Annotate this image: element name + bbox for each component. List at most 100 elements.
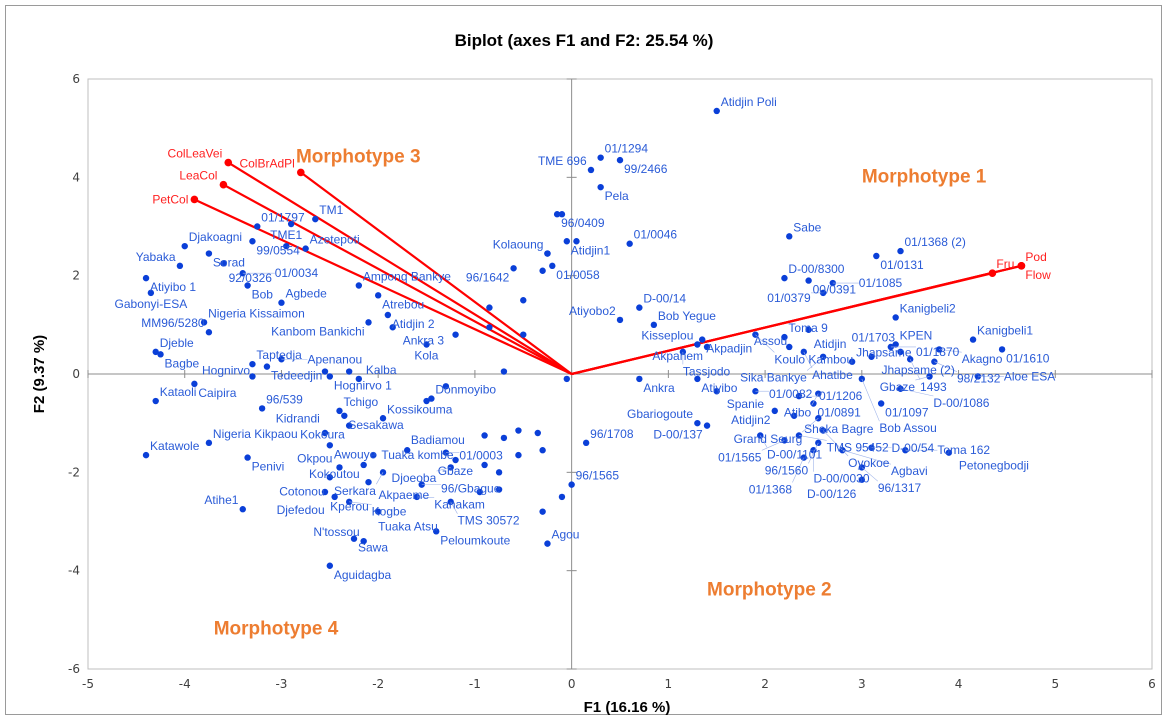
observation-point bbox=[568, 481, 575, 488]
observation-label: Atiyibo bbox=[701, 381, 737, 395]
observation-label: Atidjin Poli bbox=[721, 95, 777, 109]
label-leader-line bbox=[806, 356, 824, 371]
label-leader-line bbox=[450, 501, 458, 514]
x-tick-label: 2 bbox=[761, 677, 769, 691]
observation-label: 01/0891 bbox=[817, 406, 861, 420]
observation-label: 01/0082 bbox=[769, 387, 813, 401]
label-leader-line bbox=[416, 496, 435, 498]
observation-point bbox=[549, 262, 556, 270]
observation-label: Gbaze bbox=[438, 464, 474, 478]
observation-point bbox=[191, 380, 198, 388]
axes: -5 -4 -3 -2 -1 0 1 2 3 4 5 6 -6 -4 -2 0 2 4 6 bbox=[68, 72, 1156, 691]
observation-label: Bob bbox=[252, 288, 274, 302]
observation-label: Akpanem bbox=[652, 349, 703, 363]
observation-label: Apenanou bbox=[307, 352, 362, 366]
observation-point bbox=[558, 211, 566, 218]
observation-label: Kperou bbox=[330, 499, 369, 513]
observation-label: 96/1317 bbox=[878, 481, 922, 495]
observation-point bbox=[205, 329, 213, 336]
observation-point bbox=[157, 351, 164, 358]
observation-point bbox=[495, 469, 503, 476]
observation-point bbox=[582, 439, 590, 447]
observation-label: Tuaka kombe bbox=[381, 448, 454, 462]
observation-label: D-00/1101 bbox=[767, 447, 822, 461]
observation-point bbox=[795, 432, 803, 439]
observation-point bbox=[452, 456, 459, 464]
observation-point bbox=[278, 299, 285, 306]
observation-label: Djakoagni bbox=[189, 230, 242, 244]
variable-label: ColLeaVei bbox=[168, 147, 223, 161]
observation-label: TME 696 bbox=[538, 154, 587, 168]
y-tick-label: 0 bbox=[72, 367, 80, 381]
variable-label: Pod bbox=[1025, 250, 1046, 264]
observation-point bbox=[379, 415, 387, 422]
observation-label: Azetepoti bbox=[310, 233, 360, 247]
observation-point bbox=[650, 321, 658, 329]
observation-point bbox=[321, 488, 329, 496]
observation-point bbox=[805, 326, 812, 333]
observation-label: Koulo Kambou bbox=[774, 352, 853, 366]
observation-label: Okpou bbox=[297, 451, 332, 465]
observation-label: Kogbe bbox=[372, 505, 407, 519]
observation-point bbox=[597, 183, 604, 191]
observation-point bbox=[616, 316, 624, 324]
observation-label: Penivi bbox=[252, 460, 285, 474]
observation-label: Grand Seurg bbox=[734, 432, 803, 446]
y-tick-label: -2 bbox=[68, 465, 80, 479]
observation-point bbox=[379, 469, 387, 476]
observation-label: N'tossou bbox=[313, 525, 359, 539]
observation-point bbox=[815, 439, 822, 447]
y-tick-label: 4 bbox=[72, 170, 80, 184]
observation-point bbox=[486, 304, 493, 311]
observation-label: Pela bbox=[605, 189, 629, 203]
x-tick-label: 0 bbox=[568, 677, 576, 691]
observation-point bbox=[515, 451, 522, 459]
observation-point bbox=[713, 388, 720, 395]
observation-label: Akagno bbox=[962, 352, 1003, 366]
observation-point bbox=[544, 250, 551, 257]
y-tick-label: -4 bbox=[68, 564, 80, 578]
label-leader-line bbox=[842, 449, 892, 465]
label-leader-line bbox=[900, 388, 934, 397]
observation-label: D-00/14 bbox=[643, 292, 686, 306]
observation-label: Atidjin2 bbox=[731, 413, 771, 427]
x-tick-label: -4 bbox=[179, 677, 191, 691]
observation-point bbox=[321, 368, 329, 375]
observation-point bbox=[713, 107, 720, 115]
observation-point bbox=[998, 346, 1006, 353]
observation-label: Spanie bbox=[727, 397, 765, 411]
observation-point bbox=[544, 540, 551, 547]
observation-label: Caipira bbox=[198, 386, 236, 400]
observation-point bbox=[249, 360, 256, 368]
observation-label: Bob Assou bbox=[879, 421, 936, 435]
x-tick-label: -5 bbox=[82, 677, 94, 691]
observation-point bbox=[892, 314, 899, 321]
observation-label: Aloe ESA bbox=[1004, 369, 1055, 383]
observation-label: Djefedou bbox=[277, 503, 325, 517]
observation-point bbox=[374, 292, 382, 299]
observation-label: 01/1797 bbox=[261, 211, 305, 225]
chart-labels: Morphotype 1 Morphotype 2 Morphotype 3 Morp… bbox=[115, 95, 1056, 640]
label-leader-line bbox=[436, 467, 451, 472]
observation-point bbox=[858, 375, 866, 383]
observation-label: Bagbe bbox=[165, 356, 200, 370]
observation-label: Gabonyi-ESA bbox=[115, 297, 188, 311]
observation-point bbox=[345, 368, 353, 375]
observation-label: Kidrandi bbox=[276, 412, 320, 426]
observation-label: Cotonou bbox=[279, 485, 324, 499]
observation-point bbox=[350, 535, 358, 542]
observation-point bbox=[336, 464, 343, 471]
observation-point bbox=[781, 333, 788, 341]
observation-label: Agbede bbox=[285, 287, 327, 301]
observation-label: 01/1294 bbox=[605, 142, 649, 156]
observation-label: Ahatibe bbox=[812, 368, 853, 382]
y-axis-title: F2 (9.37 %) bbox=[31, 335, 48, 413]
variable-label: Fru bbox=[996, 257, 1014, 271]
observation-point bbox=[249, 373, 256, 380]
observation-label: Akpaeme bbox=[379, 488, 430, 502]
observation-label: D-00/8300 bbox=[788, 262, 844, 276]
observation-label: 01/0003 bbox=[459, 448, 503, 462]
observation-point bbox=[945, 449, 953, 456]
group-label: Morphotype 3 bbox=[296, 147, 421, 168]
observation-label: Sabe bbox=[793, 220, 821, 234]
